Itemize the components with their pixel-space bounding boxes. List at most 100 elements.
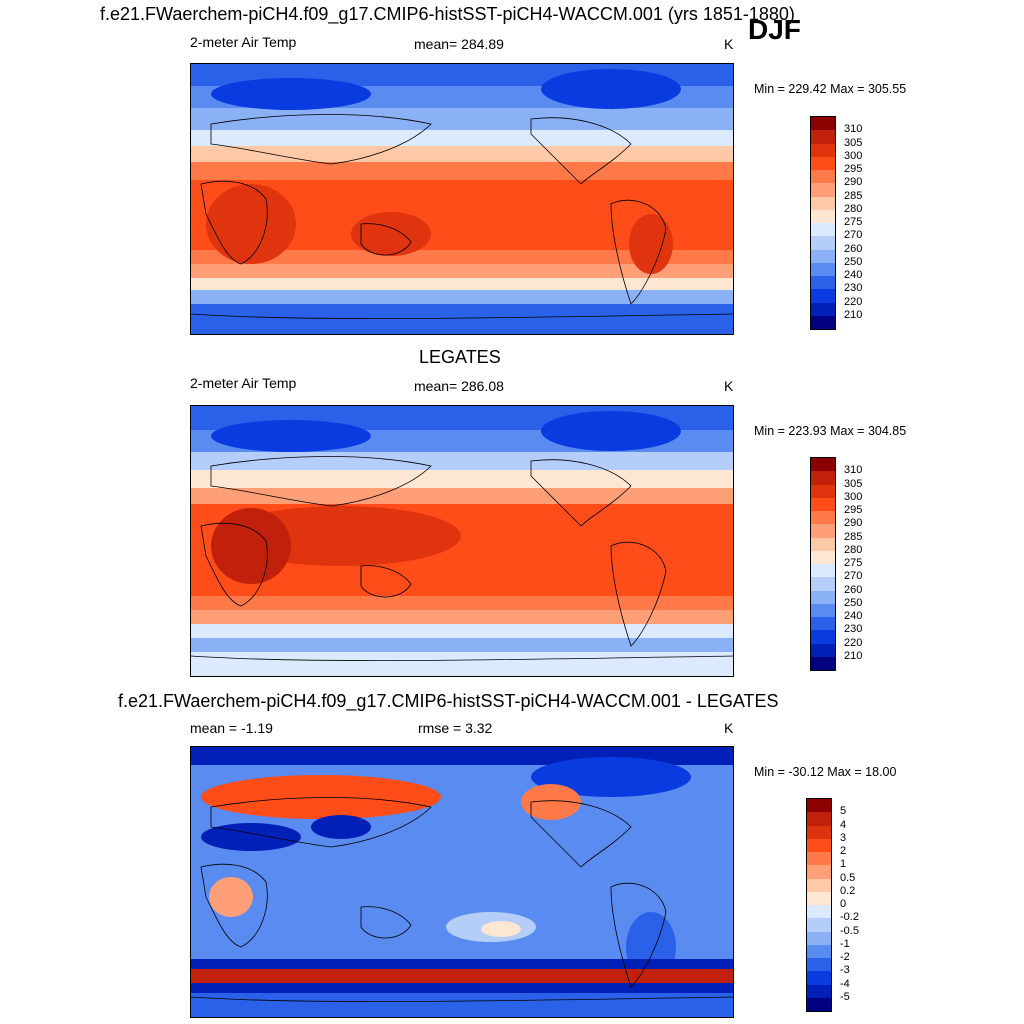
colorbar-tick-label: -0.2	[840, 911, 859, 924]
panel3-rmse-label: rmse = 3.32	[418, 720, 493, 736]
colorbar-swatch	[807, 825, 831, 839]
colorbar-swatch	[807, 997, 831, 1011]
colorbar-tick-label: -1	[840, 937, 850, 950]
colorbar-swatch	[811, 656, 835, 670]
panel3-title: f.e21.FWaerchem-piCH4.f09_g17.CMIP6-hist…	[118, 691, 779, 711]
colorbar-tick-label: 220	[844, 295, 863, 308]
colorbar-swatch	[807, 958, 831, 972]
colorbar-tick-label: 290	[844, 176, 863, 189]
colorbar-swatch	[811, 550, 835, 564]
colorbar-swatch	[807, 799, 831, 813]
colorbar-tick-label: -3	[840, 964, 850, 977]
colorbar-swatch	[811, 524, 835, 538]
colorbar-tick-label: 0.2	[840, 884, 856, 897]
colorbar-tick-label: -5	[840, 990, 850, 1003]
panel2-map	[190, 405, 734, 677]
colorbar-swatch	[807, 971, 831, 985]
colorbar-tick-label: 210	[844, 308, 863, 321]
colorbar-tick-label: 260	[844, 583, 863, 596]
colorbar-swatch	[811, 630, 835, 644]
panel1-units: K	[724, 36, 734, 52]
panel1-minmax: Min = 229.42 Max = 305.55	[754, 82, 907, 96]
colorbar-tick-label: 310	[844, 123, 863, 136]
colorbar-swatch	[807, 918, 831, 932]
colorbar-swatch	[811, 511, 835, 525]
colorbar-swatch	[811, 537, 835, 551]
colorbar-tick-label: 240	[844, 269, 863, 281]
panel1-colorbar	[810, 116, 836, 330]
colorbar-tick-label: 1	[840, 858, 847, 871]
colorbar-swatch	[811, 458, 835, 472]
colorbar-swatch	[811, 143, 835, 157]
panel3-units: K	[724, 720, 734, 736]
season-label: DJF	[748, 14, 801, 45]
colorbar-swatch	[811, 302, 835, 316]
colorbar-tick-label: 270	[844, 570, 863, 583]
colorbar-tick-label: 270	[844, 229, 863, 242]
colorbar-swatch	[807, 891, 831, 905]
colorbar-swatch	[811, 223, 835, 237]
colorbar-swatch	[811, 170, 835, 184]
colorbar-swatch	[807, 931, 831, 945]
colorbar-tick-label: 300	[844, 149, 863, 162]
colorbar-tick-label: 250	[844, 255, 863, 268]
colorbar-tick-label: 280	[844, 543, 863, 556]
colorbar-swatch	[807, 905, 831, 919]
colorbar-swatch	[807, 865, 831, 879]
colorbar-tick-label: 285	[844, 530, 863, 543]
colorbar-swatch	[811, 315, 835, 329]
colorbar-tick-label: 210	[844, 649, 863, 662]
colorbar-tick-label: 285	[844, 189, 863, 202]
colorbar-tick-label: 240	[844, 610, 863, 622]
panel2-colorbar	[810, 457, 836, 671]
panel3-mean-label: mean = -1.19	[190, 720, 273, 736]
colorbar-tick-label: 5	[840, 805, 847, 818]
colorbar-swatch	[811, 209, 835, 223]
colorbar-swatch	[811, 183, 835, 197]
colorbar-tick-label: 305	[844, 477, 863, 490]
colorbar-swatch	[811, 603, 835, 617]
colorbar-tick-label: 275	[844, 216, 863, 228]
colorbar-swatch	[811, 577, 835, 591]
colorbar-tick-label: 0.5	[840, 871, 856, 884]
panel1-mean-label: mean= 284.89	[414, 36, 504, 52]
colorbar-tick-label: 0	[840, 898, 847, 910]
colorbar-tick-label: 230	[844, 282, 863, 295]
colorbar-swatch	[811, 156, 835, 170]
panel2-mean-label: mean= 286.08	[414, 378, 504, 394]
colorbar-tick-label: -2	[840, 951, 850, 963]
colorbar-tick-label: 295	[844, 163, 863, 175]
colorbar-tick-label: 260	[844, 242, 863, 255]
colorbar-tick-label: 4	[840, 818, 847, 831]
colorbar-swatch	[811, 497, 835, 511]
colorbar-swatch	[811, 130, 835, 144]
panel2-left-label: 2-meter Air Temp	[190, 375, 297, 391]
colorbar-tick-label: 305	[844, 136, 863, 149]
colorbar-swatch	[807, 838, 831, 852]
colorbar-swatch	[811, 249, 835, 263]
colorbar-swatch	[807, 852, 831, 866]
colorbar-tick-label: -4	[840, 977, 850, 990]
panel2-units: K	[724, 378, 734, 394]
colorbar-tick-label: 230	[844, 623, 863, 636]
colorbar-tick-label: 280	[844, 202, 863, 215]
colorbar-tick-label: 310	[844, 464, 863, 477]
colorbar-tick-label: -0.5	[840, 924, 859, 937]
colorbar-tick-label: 2	[840, 845, 847, 857]
panel1-left-label: 2-meter Air Temp	[190, 34, 297, 50]
colorbar-swatch	[811, 484, 835, 498]
colorbar-swatch	[811, 289, 835, 303]
colorbar-swatch	[807, 984, 831, 998]
colorbar-swatch	[811, 590, 835, 604]
colorbar-swatch	[811, 643, 835, 657]
panel3-minmax: Min = -30.12 Max = 18.00	[754, 765, 897, 779]
colorbar-tick-label: 220	[844, 636, 863, 649]
colorbar-tick-label: 295	[844, 504, 863, 516]
colorbar-swatch	[807, 812, 831, 826]
colorbar-tick-label: 300	[844, 490, 863, 503]
colorbar-swatch	[811, 117, 835, 131]
colorbar-swatch	[811, 564, 835, 578]
colorbar-tick-label: 290	[844, 517, 863, 530]
colorbar-swatch	[811, 617, 835, 631]
colorbar-swatch	[811, 276, 835, 290]
